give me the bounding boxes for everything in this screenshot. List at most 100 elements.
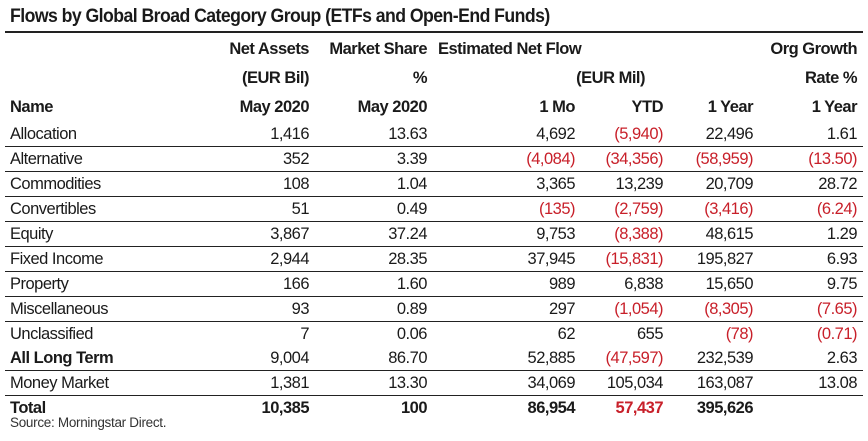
cell-org-growth: (6.24) bbox=[759, 196, 864, 222]
cell-market-share: 0.89 bbox=[315, 296, 433, 322]
cell-net-assets: 93 bbox=[195, 296, 315, 322]
header-name: Name bbox=[10, 98, 53, 116]
header-org-growth-1yr: 1 Year bbox=[811, 98, 858, 116]
table-row: Property 166 1.60 989 6,838 15,650 9.75 bbox=[5, 271, 864, 297]
cell-market-share: 0.49 bbox=[315, 196, 433, 222]
cell-market-share: 3.39 bbox=[315, 146, 433, 172]
cell-market-share: 28.35 bbox=[315, 246, 433, 272]
header-net-assets: Net Assets bbox=[229, 40, 309, 58]
cell-net-assets: 108 bbox=[195, 171, 315, 197]
cell-net-assets: 166 bbox=[195, 271, 315, 297]
cell-org-growth: 9.75 bbox=[759, 271, 864, 297]
cell-flow-1mo: (135) bbox=[433, 196, 581, 222]
cell-flow-1yr: 232,539 bbox=[669, 346, 760, 371]
header-flow-1yr: 1 Year bbox=[707, 98, 754, 116]
cell-flow-1mo: 37,945 bbox=[433, 246, 581, 272]
header-row-3: Name May 2020 May 2020 1 Mo YTD 1 Year 1… bbox=[5, 93, 863, 122]
header-org-growth-unit: Rate % bbox=[805, 69, 858, 87]
source-note: Source: Morningstar Direct. bbox=[10, 415, 167, 430]
cell-name: Money Market bbox=[5, 370, 195, 396]
total-cell-name: Total bbox=[10, 399, 46, 417]
cell-name: Equity bbox=[5, 221, 195, 247]
cell-net-assets: 7 bbox=[300, 325, 309, 343]
table-row: Unclassified 7 0.06 62 655 (78) (0.71) bbox=[5, 322, 863, 347]
table-row: Allocation 1,416 13.63 4,692 (5,940) 22,496 1.… bbox=[5, 122, 864, 147]
cell-org-growth: 1.29 bbox=[759, 221, 864, 247]
cell-name: All Long Term bbox=[5, 346, 195, 371]
header-net-assets-date: May 2020 bbox=[239, 98, 310, 116]
cell-org-growth: (7.65) bbox=[759, 296, 864, 322]
cell-flow-1mo: 4,692 bbox=[433, 122, 581, 147]
header-blank bbox=[669, 64, 759, 93]
header-market-share-date: May 2020 bbox=[357, 98, 428, 116]
cell-net-assets: 2,944 bbox=[195, 246, 315, 272]
header-flow-ytd: YTD bbox=[631, 98, 664, 116]
header-org-growth: Org Growth bbox=[770, 40, 858, 58]
header-estimated-net-flow: Estimated Net Flow bbox=[438, 40, 582, 58]
cell-flow-ytd: (47,597) bbox=[581, 346, 669, 371]
header-flow-1mo: 1 Mo bbox=[539, 98, 575, 116]
cell-name: Allocation bbox=[5, 122, 195, 147]
cell-flow-ytd: (2,759) bbox=[581, 196, 669, 222]
cell-flow-1yr: (78) bbox=[725, 325, 754, 343]
table-row: Equity 3,867 37.24 9,753 (8,388) 48,615 1.29 bbox=[5, 221, 864, 247]
total-cell-market-share: 100 bbox=[400, 399, 428, 417]
cell-name: Alternative bbox=[5, 146, 195, 172]
cell-net-assets: 1,416 bbox=[195, 122, 315, 147]
cell-flow-ytd: (5,940) bbox=[581, 122, 669, 147]
header-blank bbox=[5, 64, 195, 93]
cell-flow-1yr: (58,959) bbox=[669, 146, 760, 172]
cell-flow-ytd: 105,034 bbox=[581, 370, 669, 396]
cell-name: Property bbox=[5, 271, 195, 297]
cell-flow-ytd: (8,388) bbox=[581, 221, 669, 247]
cell-name: Commodities bbox=[5, 171, 195, 197]
cell-org-growth: 6.93 bbox=[759, 246, 864, 272]
cell-name: Convertibles bbox=[5, 196, 195, 222]
cell-market-share: 1.60 bbox=[315, 271, 433, 297]
header-net-flow-unit: (EUR Mil) bbox=[576, 69, 645, 87]
cell-flow-1mo: 52,885 bbox=[433, 346, 581, 371]
cell-flow-1yr: (8,305) bbox=[669, 296, 760, 322]
cell-flow-1mo: 62 bbox=[557, 325, 576, 343]
cell-flow-1yr: 163,087 bbox=[669, 370, 760, 396]
total-cell-flow-ytd: 57,437 bbox=[615, 399, 664, 417]
title-rule bbox=[5, 31, 863, 33]
cell-flow-ytd: (34,356) bbox=[581, 146, 669, 172]
cell-market-share: 37.24 bbox=[315, 221, 433, 247]
header-market-share-unit: % bbox=[412, 69, 428, 87]
cell-flow-ytd: 6,838 bbox=[581, 271, 669, 297]
table-row: Alternative 352 3.39 (4,084) (34,356) (58,959… bbox=[5, 146, 864, 172]
cell-flow-1yr: 48,615 bbox=[669, 221, 760, 247]
cell-flow-1yr: 20,709 bbox=[669, 171, 760, 197]
cell-flow-1yr: 22,496 bbox=[669, 122, 760, 147]
cell-flow-1mo: 34,069 bbox=[433, 370, 581, 396]
cell-flow-1mo: 9,753 bbox=[433, 221, 581, 247]
cell-flow-1yr: 15,650 bbox=[669, 271, 760, 297]
total-cell-flow-1mo: 86,954 bbox=[527, 399, 576, 417]
flows-table: Net Assets Market Share Estimated Net Fl… bbox=[5, 33, 864, 421]
cell-name: Unclassified bbox=[10, 325, 93, 343]
table-row: Fixed Income 2,944 28.35 37,945 (15,831) 195,… bbox=[5, 246, 864, 272]
table-row: Convertibles 51 0.49 (135) (2,759) (3,416) (6.… bbox=[5, 196, 864, 222]
cell-name: Fixed Income bbox=[5, 246, 195, 272]
table-row: Commodities 108 1.04 3,365 13,239 20,709 28.72 bbox=[5, 171, 864, 197]
total-cell-org-growth bbox=[759, 396, 863, 421]
cell-market-share: 13.63 bbox=[315, 122, 433, 147]
cell-org-growth: 2.63 bbox=[759, 346, 864, 371]
header-row-1: Net Assets Market Share Estimated Net Fl… bbox=[5, 33, 863, 64]
cell-flow-1mo: (4,084) bbox=[433, 146, 581, 172]
cell-net-assets: 51 bbox=[195, 196, 315, 222]
table-row: All Long Term 9,004 86.70 52,885 (47,597) 232… bbox=[5, 346, 864, 371]
cell-flow-ytd: (1,054) bbox=[581, 296, 669, 322]
cell-net-assets: 352 bbox=[195, 146, 315, 172]
cell-org-growth: (0.71) bbox=[816, 325, 858, 343]
header-net-assets-unit: (EUR Bil) bbox=[242, 69, 310, 87]
cell-net-assets: 9,004 bbox=[195, 346, 315, 371]
cell-net-assets: 1,381 bbox=[195, 370, 315, 396]
total-cell-flow-1yr: 395,626 bbox=[696, 399, 754, 417]
cell-market-share: 0.06 bbox=[396, 325, 428, 343]
table-row: Miscellaneous 93 0.89 297 (1,054) (8,305) (7.6… bbox=[5, 296, 864, 322]
cell-flow-1yr: 195,827 bbox=[669, 246, 760, 272]
cell-flow-1mo: 3,365 bbox=[433, 171, 581, 197]
